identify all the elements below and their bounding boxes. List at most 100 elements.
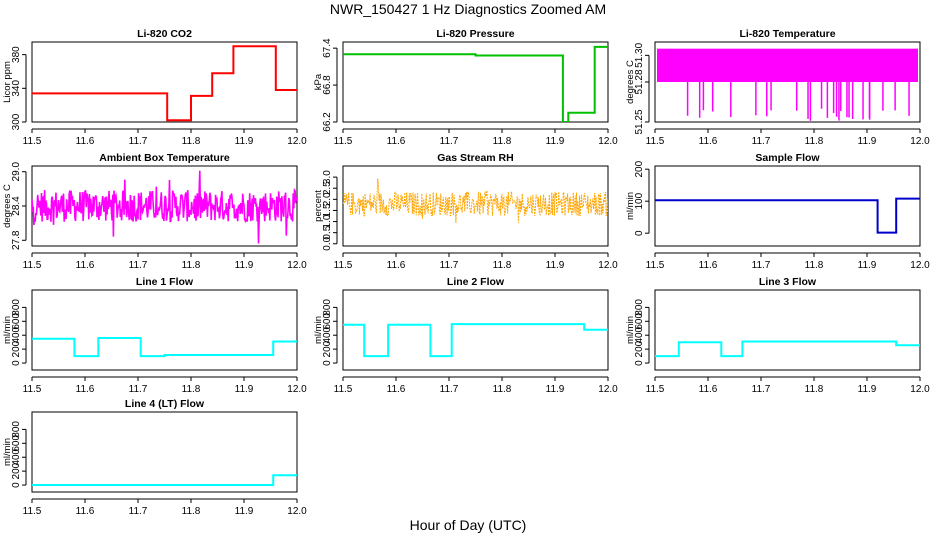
x-tick-label: 11.9 bbox=[546, 384, 565, 395]
y-tick-label: 1.0 bbox=[322, 214, 333, 228]
y-tick-label: 380 bbox=[11, 46, 22, 63]
y-tick-label: 800 bbox=[11, 421, 22, 438]
y-tick-label: 800 bbox=[322, 299, 333, 316]
x-tick-label: 11.8 bbox=[182, 384, 201, 395]
x-tick-label: 11.8 bbox=[493, 260, 512, 271]
x-tick-label: 11.8 bbox=[493, 136, 512, 147]
y-tick-label: 0 bbox=[11, 482, 22, 488]
plot-area bbox=[343, 178, 608, 223]
x-tick-label: 11.5 bbox=[334, 260, 353, 271]
panel-title: Li-820 CO2 bbox=[137, 28, 192, 40]
plot-area bbox=[32, 45, 297, 122]
plot-area bbox=[32, 337, 297, 358]
data-series-line bbox=[32, 337, 297, 358]
y-tick-label: 600 bbox=[322, 313, 333, 330]
plot-area bbox=[343, 45, 608, 122]
x-tick-label: 12.0 bbox=[287, 136, 307, 147]
y-tick-label: 27.8 bbox=[11, 230, 22, 250]
y-tick-label: 29.0 bbox=[11, 162, 22, 182]
plot-frame bbox=[654, 41, 921, 123]
panel-sample-flow: Sample Flow ml/min 11.5 11.6 11.7 11.8 11.9 12.… bbox=[625, 152, 930, 271]
panel-title: Line 1 Flow bbox=[136, 276, 194, 288]
y-tick-label: 600 bbox=[11, 435, 22, 452]
x-tick-label: 11.8 bbox=[805, 260, 824, 271]
x-tick-label: 11.7 bbox=[752, 384, 771, 395]
y-tick-label: 200 bbox=[11, 340, 22, 357]
y-tick-label: 400 bbox=[11, 448, 22, 465]
x-tick-label: 11.6 bbox=[76, 260, 95, 271]
data-series-line bbox=[343, 323, 608, 358]
y-tick-label: 200 bbox=[322, 340, 333, 357]
x-tick-label: 11.6 bbox=[387, 384, 406, 395]
x-tick-label: 11.9 bbox=[546, 260, 565, 271]
panel-li-820-pressure: Li-820 Pressure kPa 11.5 11.6 11.7 11.8 11.9 12… bbox=[313, 28, 618, 147]
x-tick-label: 11.7 bbox=[440, 384, 459, 395]
x-tick-label: 11.5 bbox=[334, 384, 353, 395]
y-axis-label: degrees C bbox=[2, 184, 13, 228]
y-axis-label: degrees C bbox=[625, 60, 636, 104]
y-axis-label: ml/min bbox=[625, 316, 636, 344]
data-series-line bbox=[343, 45, 608, 122]
plot-frame bbox=[31, 41, 298, 123]
y-tick-label: 0 bbox=[11, 360, 22, 366]
panel-li-820-temperature: Li-820 Temperature degrees C 11.5 11.6 11.7 1… bbox=[625, 28, 930, 147]
x-tick-label: 11.6 bbox=[76, 136, 95, 147]
y-tick-label: 66.2 bbox=[322, 112, 333, 132]
x-tick-label: 11.7 bbox=[752, 136, 771, 147]
y-tick-label: 600 bbox=[11, 313, 22, 330]
x-tick-label: 12.0 bbox=[287, 506, 307, 517]
page-title: NWR_150427 1 Hz Diagnostics Zoomed AM bbox=[329, 1, 607, 17]
x-tick-label: 11.9 bbox=[235, 506, 254, 517]
y-tick-label: 100 bbox=[634, 192, 645, 209]
y-axis-label: percent bbox=[313, 190, 324, 222]
x-tick-label: 11.8 bbox=[805, 136, 824, 147]
x-tick-label: 11.9 bbox=[235, 384, 254, 395]
plot-area bbox=[655, 340, 920, 358]
x-tick-label: 11.9 bbox=[858, 260, 877, 271]
y-tick-label: 0.5 bbox=[322, 225, 333, 239]
x-tick-label: 11.9 bbox=[235, 136, 254, 147]
y-tick-label: 1.5 bbox=[322, 203, 333, 217]
data-series-line bbox=[343, 178, 608, 223]
x-tick-label: 12.0 bbox=[910, 136, 930, 147]
plot-frame bbox=[342, 289, 609, 371]
x-tick-label: 11.5 bbox=[646, 260, 665, 271]
y-tick-label: 340 bbox=[11, 80, 22, 97]
x-tick-label: 11.7 bbox=[440, 260, 459, 271]
x-tick-label: 11.7 bbox=[752, 260, 771, 271]
y-axis-label: ml/min bbox=[313, 316, 324, 344]
x-tick-label: 11.9 bbox=[858, 136, 877, 147]
y-tick-label: 600 bbox=[634, 313, 645, 330]
x-tick-label: 12.0 bbox=[910, 260, 930, 271]
x-tick-label: 11.7 bbox=[129, 260, 148, 271]
x-tick-label: 11.5 bbox=[646, 136, 665, 147]
x-tick-label: 11.5 bbox=[23, 384, 42, 395]
data-series-line bbox=[32, 45, 297, 122]
y-tick-label: 200 bbox=[11, 462, 22, 479]
x-tick-label: 11.6 bbox=[699, 136, 718, 147]
y-tick-label: 0 bbox=[634, 230, 645, 236]
y-tick-label: 300 bbox=[11, 113, 22, 130]
y-axis-label: Licor ppm bbox=[2, 61, 13, 103]
x-tick-label: 11.6 bbox=[699, 384, 718, 395]
x-tick-label: 11.7 bbox=[129, 384, 148, 395]
x-tick-label: 12.0 bbox=[910, 384, 930, 395]
panel-title: Li-820 Pressure bbox=[436, 28, 514, 40]
x-tick-label: 11.6 bbox=[76, 384, 95, 395]
x-tick-label: 11.8 bbox=[182, 506, 201, 517]
x-tick-label: 11.8 bbox=[182, 260, 201, 271]
y-axis-label: ml/min bbox=[625, 192, 636, 220]
y-tick-label: 200 bbox=[634, 160, 645, 177]
x-tick-label: 11.5 bbox=[646, 384, 665, 395]
y-axis-label: kPa bbox=[313, 73, 324, 90]
x-tick-label: 12.0 bbox=[598, 260, 618, 271]
panel-line-2-flow: Line 2 Flow ml/min 11.5 11.6 11.7 11.8 11.9 12.… bbox=[313, 276, 618, 395]
x-tick-label: 11.7 bbox=[440, 136, 459, 147]
panel-title: Li-820 Temperature bbox=[739, 28, 835, 40]
x-tick-label: 11.9 bbox=[235, 260, 254, 271]
plot-area bbox=[657, 48, 918, 121]
x-tick-label: 12.0 bbox=[598, 384, 618, 395]
x-axis-label: Hour of Day (UTC) bbox=[409, 517, 527, 533]
x-tick-label: 11.6 bbox=[387, 260, 406, 271]
